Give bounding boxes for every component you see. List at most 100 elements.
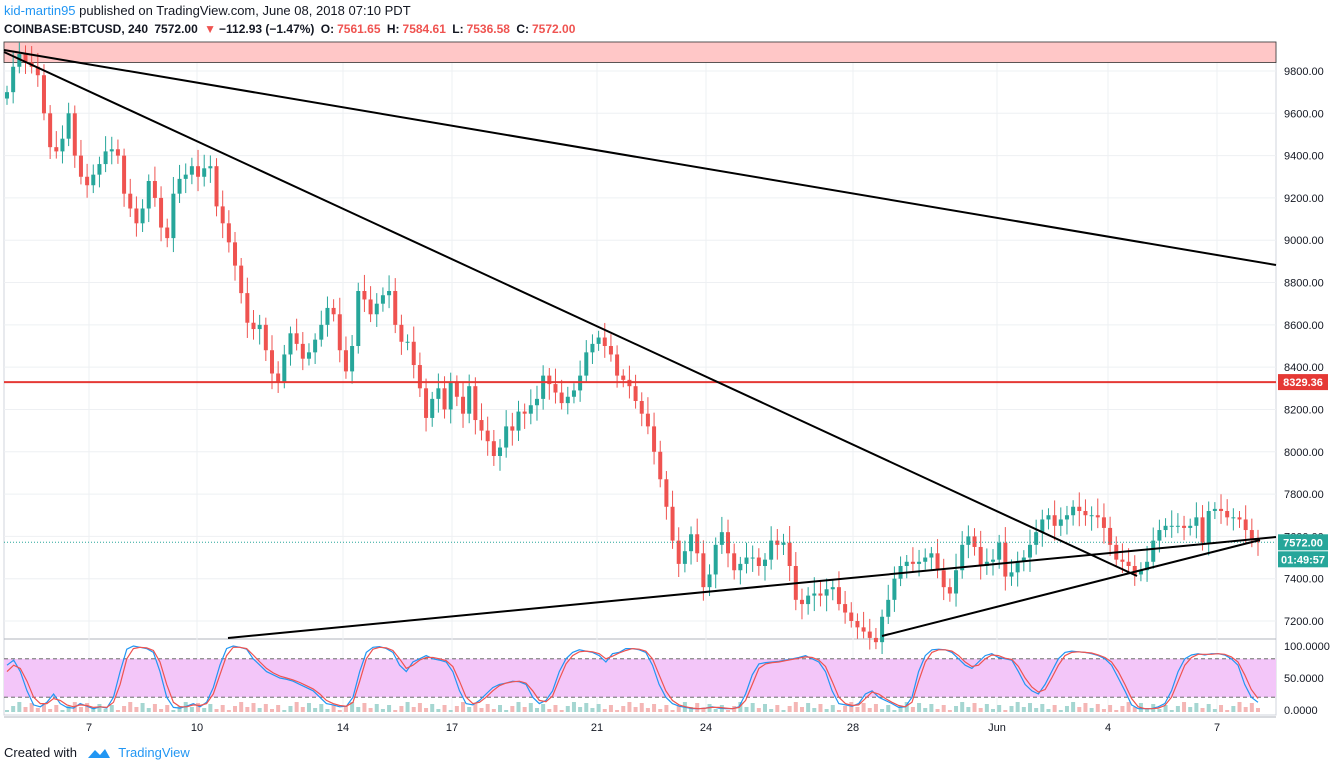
candle-body — [399, 324, 404, 342]
candle-body — [350, 346, 355, 372]
volume-bar — [528, 703, 533, 712]
volume-bar — [343, 706, 348, 712]
candle-body — [319, 324, 324, 340]
current-price-label: 7572.00 — [1283, 537, 1323, 549]
candle-body — [214, 166, 219, 207]
candle-body — [534, 398, 539, 406]
volume-bar — [787, 706, 792, 712]
candle-body — [1157, 530, 1162, 541]
candle-body — [584, 352, 589, 376]
volume-bar — [196, 703, 201, 712]
candle-body — [85, 176, 90, 186]
candle-body — [1249, 530, 1254, 539]
candle-body — [781, 542, 786, 545]
volume-bar — [165, 705, 170, 712]
volume-bar — [1145, 708, 1150, 712]
low-value: 7536.58 — [466, 22, 510, 36]
candle-body — [818, 593, 823, 596]
volume-bar — [596, 704, 601, 712]
candle-body — [1120, 559, 1125, 562]
y-tick-label: 7400.00 — [1284, 574, 1324, 586]
candle-body — [516, 411, 521, 431]
price-axis[interactable]: 9800.00 9600.00 9400.00 9200.00 9000.00 8800.… — [1278, 66, 1330, 717]
volume-bar — [972, 703, 977, 712]
volume-bar — [11, 706, 16, 712]
candle-body — [146, 181, 151, 209]
candle-body — [152, 181, 157, 198]
volume-bar — [880, 709, 885, 712]
volume-bar — [645, 708, 650, 712]
tradingview-link[interactable]: TradingView — [118, 745, 190, 760]
candle-body — [405, 341, 410, 343]
volume-bar — [947, 710, 952, 712]
candle-body — [196, 166, 201, 177]
volume-bar — [929, 704, 934, 712]
candle-body — [775, 540, 780, 545]
candle-body — [66, 113, 71, 139]
candle-body — [1145, 561, 1150, 571]
candle-body — [1126, 561, 1131, 566]
volume-bar — [1058, 710, 1063, 712]
volume-bar — [1200, 708, 1205, 712]
candle-body — [442, 388, 447, 410]
candle-body — [947, 587, 952, 594]
symbol-label[interactable]: COINBASE:BTCUSD, 240 — [4, 22, 149, 36]
candle-body — [356, 291, 361, 346]
volume-bar — [843, 706, 848, 712]
candle-body — [873, 637, 878, 643]
candle-body — [140, 208, 145, 224]
trendlines[interactable] — [3, 49, 1277, 639]
candle-body — [17, 54, 22, 67]
osc-tick-label: 0.0000 — [1284, 705, 1318, 717]
x-tick-label: 14 — [337, 722, 349, 734]
candle-body — [424, 388, 429, 418]
candle-body — [208, 166, 213, 169]
volume-bar — [122, 706, 127, 712]
candle-body — [892, 578, 897, 600]
volume-bar — [269, 709, 274, 712]
volume-bar — [608, 705, 613, 712]
volume-bar — [744, 707, 749, 712]
candle-body — [1021, 557, 1026, 562]
candle-body — [165, 227, 170, 239]
x-tick-label: 7 — [86, 722, 92, 734]
volume-bar — [467, 707, 472, 712]
volume-bar — [991, 709, 996, 712]
time-axis[interactable]: 7 10 14 17 21 24 28 Jun 4 7 — [86, 722, 1220, 734]
x-tick-label: Jun — [988, 722, 1006, 734]
volume-bar — [762, 704, 767, 712]
volume-bar — [695, 703, 700, 712]
volume-bar — [1114, 710, 1119, 712]
volume-bar — [818, 704, 823, 712]
volume-bar — [1027, 703, 1032, 712]
change-value: −112.93 (−1.47%) — [219, 22, 315, 36]
candle-body — [571, 390, 576, 397]
candle-body — [676, 540, 681, 564]
volume-bar — [830, 705, 835, 712]
volume-bar — [430, 704, 435, 712]
author-link[interactable]: kid-martin95 — [4, 3, 76, 18]
candle-body — [239, 265, 244, 294]
candle-body — [553, 384, 558, 393]
volume-bar — [448, 710, 453, 712]
volume-bar — [177, 706, 182, 712]
close-label: C: — [516, 22, 529, 36]
candle-body — [1083, 511, 1088, 516]
candle-body — [1163, 525, 1168, 531]
volume-bar — [263, 704, 268, 712]
volume-bar — [1034, 708, 1039, 712]
volume-bar — [1182, 702, 1187, 712]
trendline — [227, 536, 1277, 639]
candle-body — [498, 447, 503, 456]
volume-bar — [41, 704, 46, 712]
low-label: L: — [452, 22, 464, 36]
volume-bar — [1095, 704, 1100, 712]
volume-bar — [1083, 703, 1088, 712]
y-tick-label: 8400.00 — [1284, 362, 1324, 374]
volume-bar — [1009, 706, 1014, 712]
candle-body — [997, 542, 1002, 560]
volume-bar — [1163, 705, 1168, 712]
candle-body — [189, 166, 194, 175]
candle-body — [343, 350, 348, 372]
